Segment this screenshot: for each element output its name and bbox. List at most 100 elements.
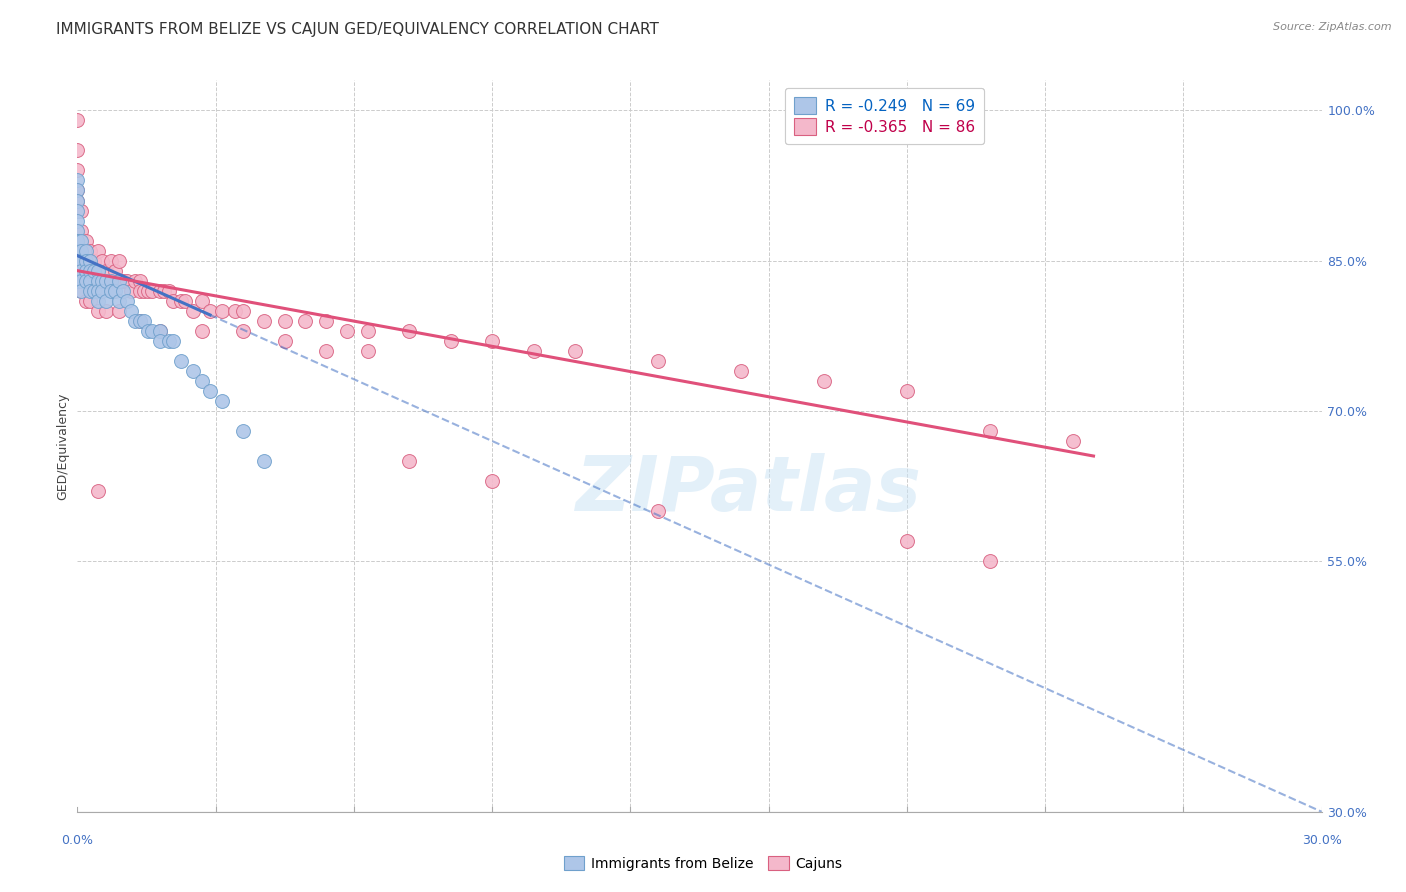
- Point: [66, 263, 89, 277]
- Point: [132, 314, 155, 328]
- Point: [481, 334, 503, 348]
- Point: [157, 334, 180, 348]
- Point: [66, 253, 89, 268]
- Point: [124, 274, 146, 288]
- Point: [75, 274, 97, 288]
- Point: [70, 223, 93, 237]
- Point: [149, 284, 172, 298]
- Point: [141, 324, 163, 338]
- Point: [66, 184, 89, 198]
- Point: [100, 274, 122, 288]
- Point: [66, 234, 89, 248]
- Point: [66, 234, 89, 248]
- Point: [66, 244, 89, 258]
- Point: [66, 253, 89, 268]
- Point: [170, 293, 193, 308]
- Point: [294, 314, 316, 328]
- Point: [66, 163, 89, 178]
- Point: [253, 454, 276, 468]
- Point: [198, 384, 221, 398]
- Point: [896, 384, 918, 398]
- Point: [128, 314, 150, 328]
- Point: [104, 284, 127, 298]
- Point: [274, 314, 297, 328]
- Point: [96, 303, 118, 318]
- Point: [108, 303, 131, 318]
- Point: [979, 554, 1001, 568]
- Point: [100, 274, 122, 288]
- Point: [66, 253, 89, 268]
- Point: [96, 263, 118, 277]
- Point: [153, 284, 176, 298]
- Point: [79, 253, 101, 268]
- Point: [191, 374, 214, 388]
- Point: [75, 253, 97, 268]
- Point: [79, 263, 101, 277]
- Point: [79, 274, 101, 288]
- Point: [66, 274, 89, 288]
- Point: [1062, 434, 1084, 448]
- Point: [141, 284, 163, 298]
- Point: [87, 484, 110, 499]
- Point: [191, 293, 214, 308]
- Point: [357, 343, 380, 358]
- Point: [83, 253, 105, 268]
- Point: [315, 343, 337, 358]
- Point: [108, 253, 131, 268]
- Point: [66, 263, 89, 277]
- Point: [647, 504, 669, 518]
- Point: [75, 263, 97, 277]
- Point: [66, 244, 89, 258]
- Point: [75, 253, 97, 268]
- Point: [70, 244, 93, 258]
- Point: [104, 263, 127, 277]
- Point: [70, 274, 93, 288]
- Point: [170, 354, 193, 368]
- Point: [357, 324, 380, 338]
- Point: [91, 274, 114, 288]
- Point: [70, 244, 93, 258]
- Point: [66, 253, 89, 268]
- Point: [66, 274, 89, 288]
- Point: [896, 534, 918, 549]
- Point: [87, 263, 110, 277]
- Point: [136, 324, 159, 338]
- Point: [191, 324, 214, 338]
- Point: [120, 284, 142, 298]
- Point: [132, 284, 155, 298]
- Point: [124, 314, 146, 328]
- Point: [149, 324, 172, 338]
- Point: [66, 244, 89, 258]
- Point: [66, 223, 89, 237]
- Point: [66, 194, 89, 208]
- Point: [398, 324, 420, 338]
- Point: [232, 303, 254, 318]
- Point: [183, 364, 205, 378]
- Point: [70, 284, 93, 298]
- Text: 0.0%: 0.0%: [62, 834, 93, 847]
- Point: [79, 244, 101, 258]
- Text: IMMIGRANTS FROM BELIZE VS CAJUN GED/EQUIVALENCY CORRELATION CHART: IMMIGRANTS FROM BELIZE VS CAJUN GED/EQUI…: [56, 22, 659, 37]
- Point: [136, 284, 159, 298]
- Text: ZIPatlas: ZIPatlas: [576, 453, 922, 527]
- Point: [83, 263, 105, 277]
- Point: [96, 274, 118, 288]
- Point: [75, 293, 97, 308]
- Point: [440, 334, 463, 348]
- Point: [70, 263, 93, 277]
- Point: [66, 263, 89, 277]
- Point: [183, 303, 205, 318]
- Point: [70, 284, 93, 298]
- Point: [315, 314, 337, 328]
- Point: [398, 454, 420, 468]
- Point: [128, 314, 150, 328]
- Y-axis label: GED/Equivalency: GED/Equivalency: [56, 392, 69, 500]
- Point: [274, 334, 297, 348]
- Point: [108, 274, 131, 288]
- Point: [66, 173, 89, 187]
- Point: [564, 343, 586, 358]
- Point: [66, 113, 89, 128]
- Point: [211, 393, 233, 408]
- Point: [87, 293, 110, 308]
- Point: [70, 203, 93, 218]
